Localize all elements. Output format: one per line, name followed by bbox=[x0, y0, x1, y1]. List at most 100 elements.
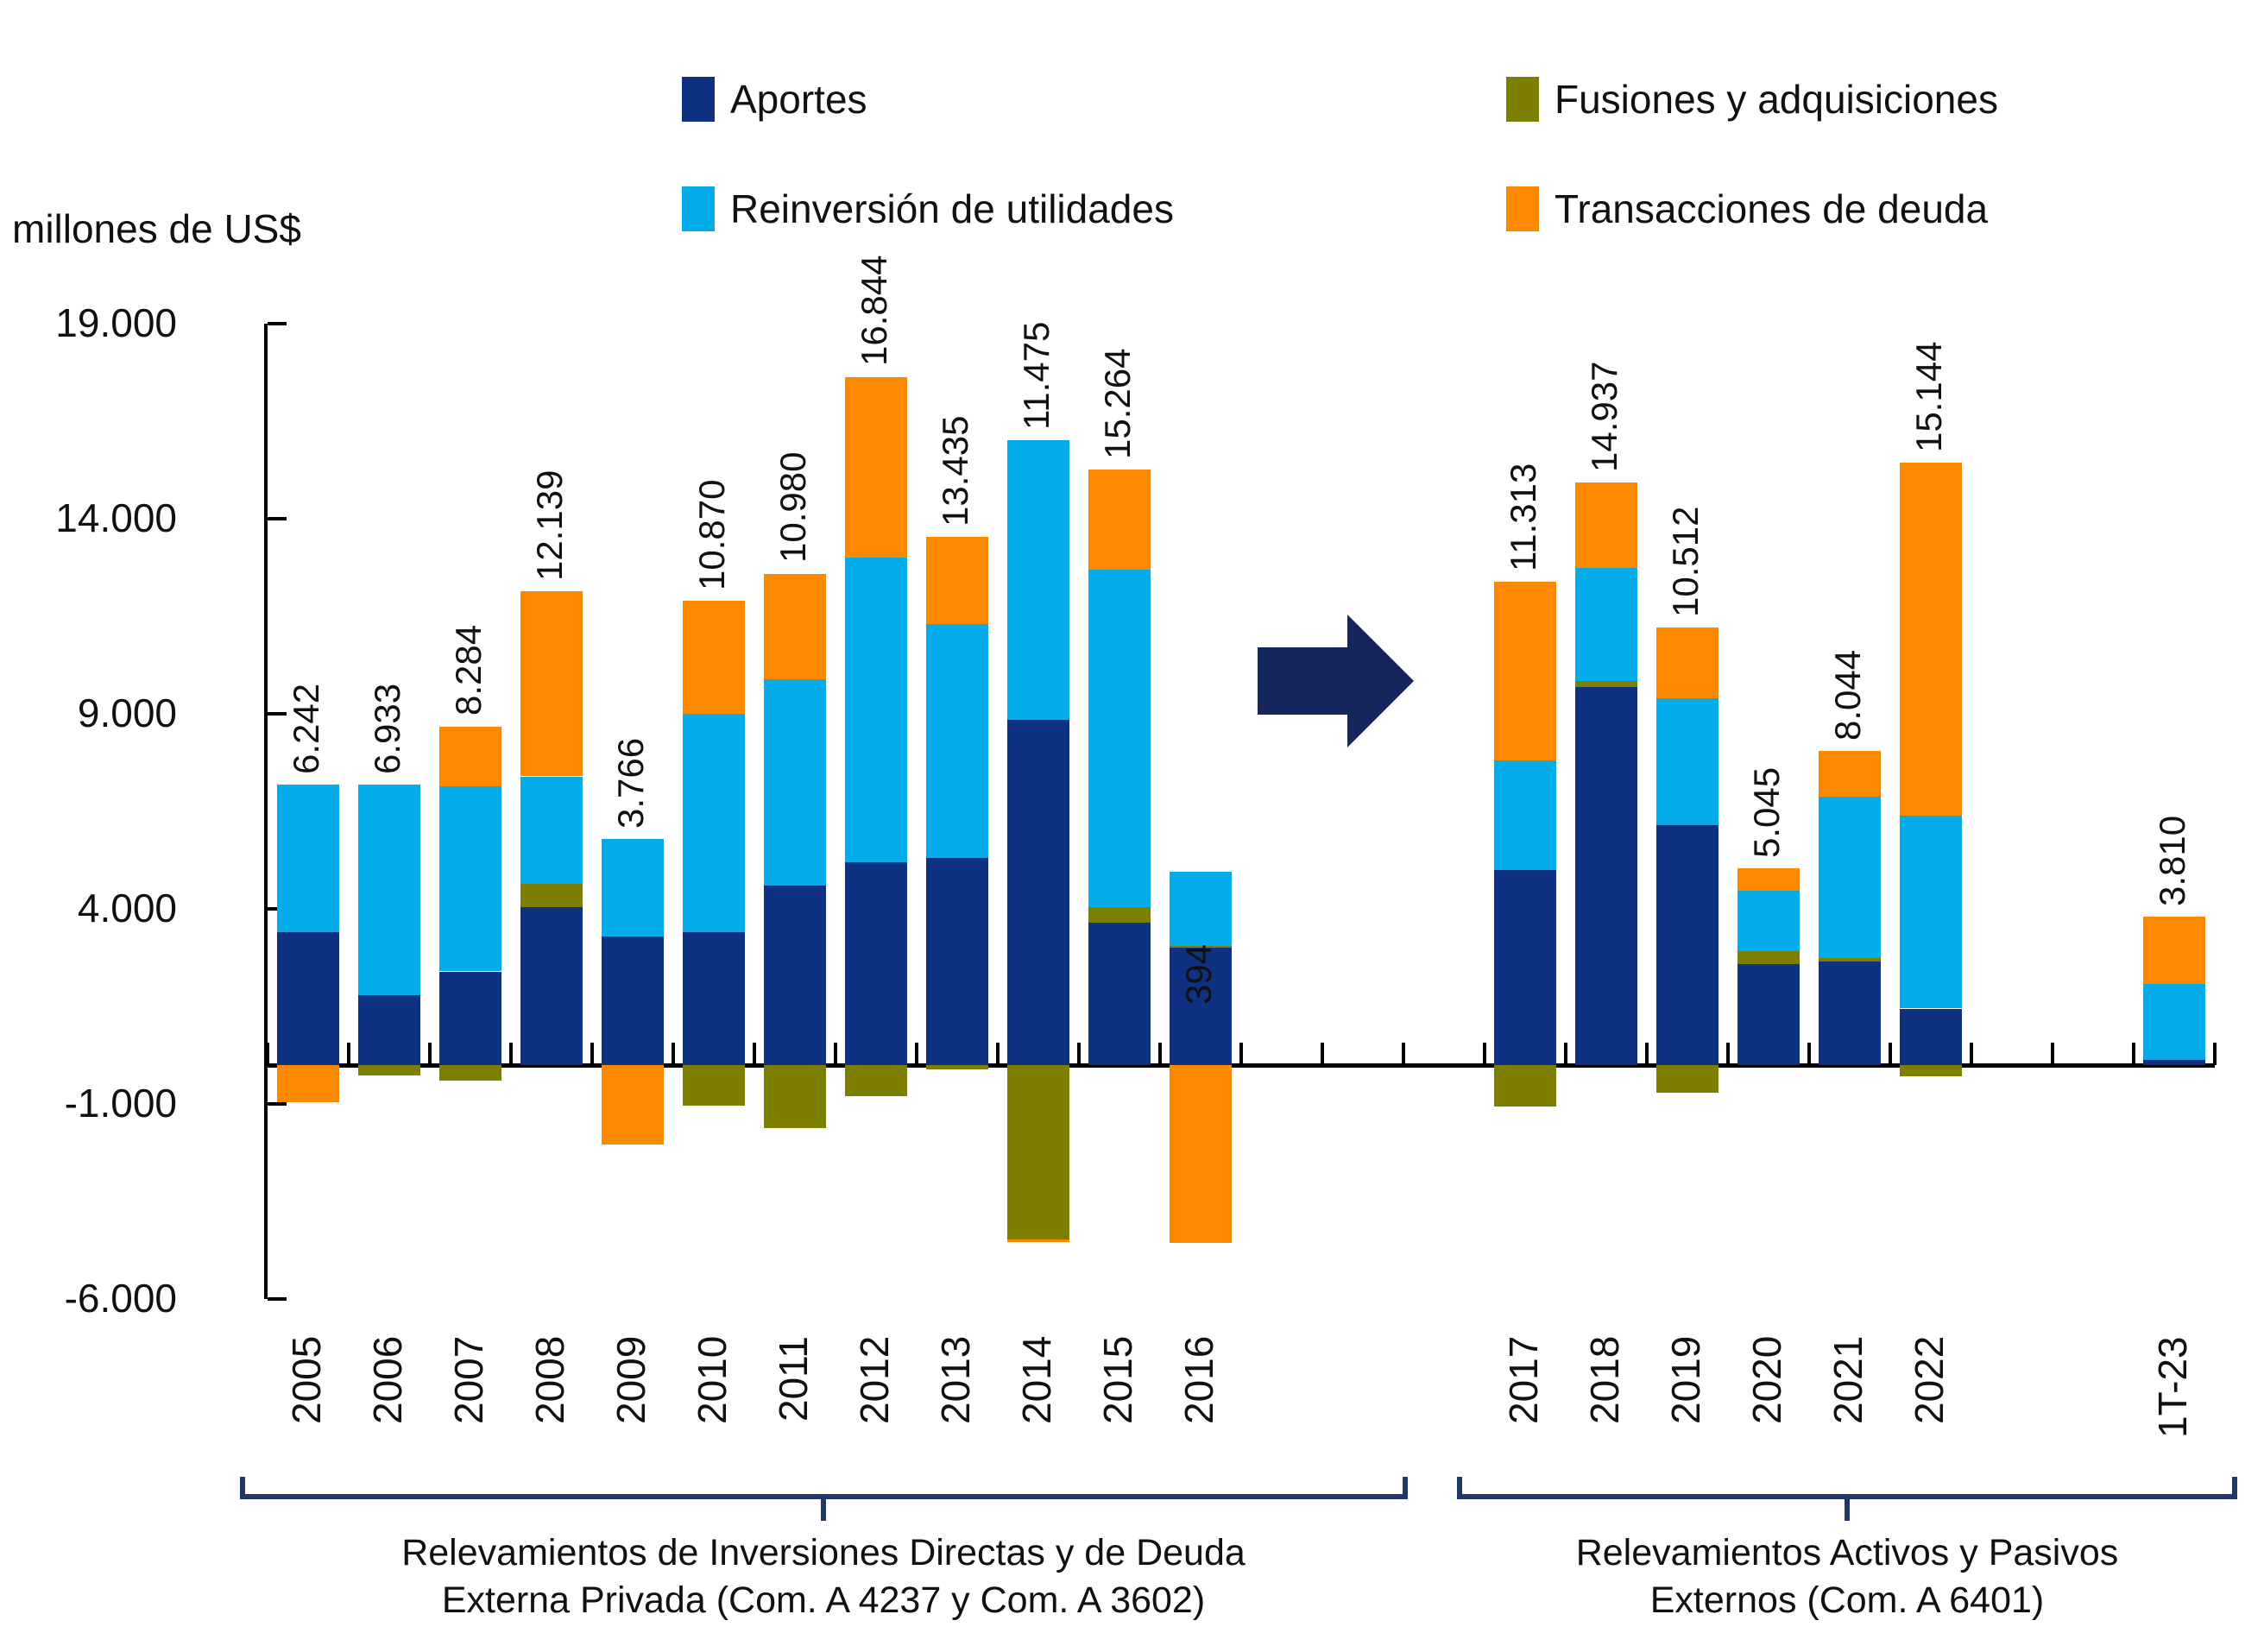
left-group-caption: Relevamientos de Inversiones Directas y … bbox=[306, 1529, 1341, 1624]
y-axis-tick bbox=[268, 517, 287, 521]
right-group-caption: Relevamientos Activos y Pasivos Externos… bbox=[1372, 1529, 2264, 1624]
legend-label-fusiones: Fusiones y adquisiciones bbox=[1555, 77, 1998, 122]
bar-segment-deuda-2015 bbox=[1088, 470, 1151, 570]
bar-segment-aportes-2011 bbox=[764, 886, 826, 1065]
bar-segment-deuda-2009 bbox=[602, 1065, 664, 1144]
y-axis-tick-label: -1.000 bbox=[64, 1081, 177, 1126]
bar-segment-aportes-2006 bbox=[358, 994, 420, 1065]
x-axis-line bbox=[264, 1063, 2215, 1068]
bar-segment-aportes-2012 bbox=[845, 862, 907, 1065]
bar-segment-aportes-2013 bbox=[926, 858, 988, 1065]
x-axis-tick bbox=[996, 1043, 1000, 1065]
bar-segment-reinversion-2016 bbox=[1170, 872, 1232, 947]
bar-segment-deuda-2016 bbox=[1170, 1065, 1232, 1243]
x-axis-tick bbox=[590, 1043, 594, 1065]
bar-segment-deuda-2014 bbox=[1007, 1239, 1069, 1243]
bar-segment-aportes-2010 bbox=[683, 932, 745, 1065]
bar-segment-reinversion-2021 bbox=[1819, 797, 1881, 959]
right-group-caption-line2: Externos (Com. A 6401) bbox=[1649, 1579, 2045, 1621]
x-axis-tick bbox=[1564, 1043, 1567, 1065]
fusiones-swatch-icon bbox=[1506, 77, 1539, 122]
bar-segment-aportes-2007 bbox=[439, 971, 501, 1065]
y-axis-tick-label: 14.000 bbox=[55, 495, 177, 541]
bar-segment-aportes-2014 bbox=[1007, 720, 1069, 1065]
x-axis-tick bbox=[1321, 1043, 1324, 1065]
bar-segment-fusiones-2008 bbox=[520, 883, 583, 907]
bar-segment-reinversion-1T-23 bbox=[2143, 984, 2205, 1060]
bar-segment-fusiones-2006 bbox=[358, 1065, 420, 1076]
x-axis-tick bbox=[1889, 1043, 1892, 1065]
right-group-bracket bbox=[1457, 1477, 2237, 1499]
reinversion-swatch-icon bbox=[682, 186, 715, 231]
bar-segment-reinversion-2009 bbox=[602, 838, 664, 936]
bar-segment-aportes-2005 bbox=[277, 932, 339, 1065]
bar-segment-deuda-2017 bbox=[1494, 582, 1556, 761]
bar-segment-fusiones-2017 bbox=[1494, 1065, 1556, 1107]
x-axis-tick bbox=[915, 1043, 918, 1065]
bar-segment-fusiones-2019 bbox=[1656, 1065, 1718, 1093]
y-axis-tick-label: 9.000 bbox=[77, 690, 177, 736]
bar-segment-reinversion-2022 bbox=[1900, 815, 1962, 1009]
bar-segment-deuda-2007 bbox=[439, 726, 501, 786]
x-axis-tick bbox=[2132, 1043, 2135, 1065]
bar-segment-aportes-2015 bbox=[1088, 923, 1151, 1065]
bar-segment-fusiones-2020 bbox=[1737, 951, 1800, 964]
x-axis-tick bbox=[347, 1043, 350, 1065]
bar-segment-reinversion-2015 bbox=[1088, 570, 1151, 907]
bar-segment-reinversion-2017 bbox=[1494, 760, 1556, 870]
bar-segment-fusiones-2012 bbox=[845, 1065, 907, 1097]
legend-item-reinversion: Reinversión de utilidades bbox=[682, 186, 1174, 232]
bar-segment-aportes-2019 bbox=[1656, 825, 1718, 1065]
y-axis-tick-label: 4.000 bbox=[77, 886, 177, 931]
x-axis-tick bbox=[1807, 1043, 1811, 1065]
x-axis-tick bbox=[834, 1043, 837, 1065]
bar-segment-deuda-2020 bbox=[1737, 868, 1800, 892]
bar-segment-reinversion-2007 bbox=[439, 785, 501, 972]
bar-segment-deuda-1T-23 bbox=[2143, 916, 2205, 984]
bar-segment-aportes-2016 bbox=[1170, 948, 1232, 1065]
bar-segment-deuda-2008 bbox=[520, 591, 583, 777]
x-axis-tick bbox=[509, 1043, 513, 1065]
bar-segment-fusiones-2007 bbox=[439, 1065, 501, 1081]
legend-label-deuda: Transacciones de deuda bbox=[1555, 186, 1989, 231]
bar-segment-fusiones-2021 bbox=[1819, 958, 1881, 962]
bar-segment-aportes-2021 bbox=[1819, 961, 1881, 1065]
x-axis-tick bbox=[1402, 1043, 1405, 1065]
bar-segment-fusiones-2010 bbox=[683, 1065, 745, 1106]
bar-segment-aportes-2022 bbox=[1900, 1008, 1962, 1065]
legend-label-reinversion: Reinversión de utilidades bbox=[730, 186, 1174, 231]
x-axis-tick bbox=[2051, 1043, 2054, 1065]
bar-segment-deuda-2018 bbox=[1575, 482, 1637, 568]
legend-item-aportes: Aportes bbox=[682, 76, 867, 123]
bar-segment-fusiones-2016 bbox=[1170, 946, 1232, 949]
y-axis-tick-label: -6.000 bbox=[64, 1276, 177, 1321]
bar-segment-fusiones-2015 bbox=[1088, 906, 1151, 923]
x-axis-tick bbox=[1077, 1043, 1081, 1065]
bar-segment-reinversion-2020 bbox=[1737, 891, 1800, 951]
x-axis-tick bbox=[1726, 1043, 1730, 1065]
x-axis-tick bbox=[672, 1043, 675, 1065]
bar-segment-fusiones-2022 bbox=[1900, 1065, 1962, 1077]
aportes-swatch-icon bbox=[682, 77, 715, 122]
right-group-caption-line1: Relevamientos Activos y Pasivos bbox=[1575, 1532, 2119, 1573]
bar-segment-reinversion-2019 bbox=[1656, 698, 1718, 825]
bar-segment-fusiones-2013 bbox=[926, 1065, 988, 1069]
bar-segment-deuda-2013 bbox=[926, 537, 988, 625]
bar-segment-deuda-2011 bbox=[764, 573, 826, 679]
x-axis-tick bbox=[1970, 1043, 1973, 1065]
transition-arrow-icon bbox=[1258, 615, 1414, 747]
bar-segment-reinversion-2014 bbox=[1007, 439, 1069, 720]
x-axis-tick bbox=[1239, 1043, 1243, 1065]
y-axis-unit-label: millones de US$ bbox=[12, 206, 301, 251]
bar-segment-deuda-2010 bbox=[683, 601, 745, 715]
bar-segment-aportes-2018 bbox=[1575, 686, 1637, 1065]
bar-segment-reinversion-2011 bbox=[764, 678, 826, 886]
bar-segment-deuda-2022 bbox=[1900, 463, 1962, 816]
left-group-bracket bbox=[240, 1477, 1408, 1499]
bar-segment-deuda-2005 bbox=[277, 1065, 339, 1103]
bar-segment-aportes-2020 bbox=[1737, 963, 1800, 1065]
bar-segment-reinversion-2012 bbox=[845, 558, 907, 862]
bar-segment-aportes-2009 bbox=[602, 936, 664, 1065]
bar-segment-reinversion-2006 bbox=[358, 784, 420, 995]
